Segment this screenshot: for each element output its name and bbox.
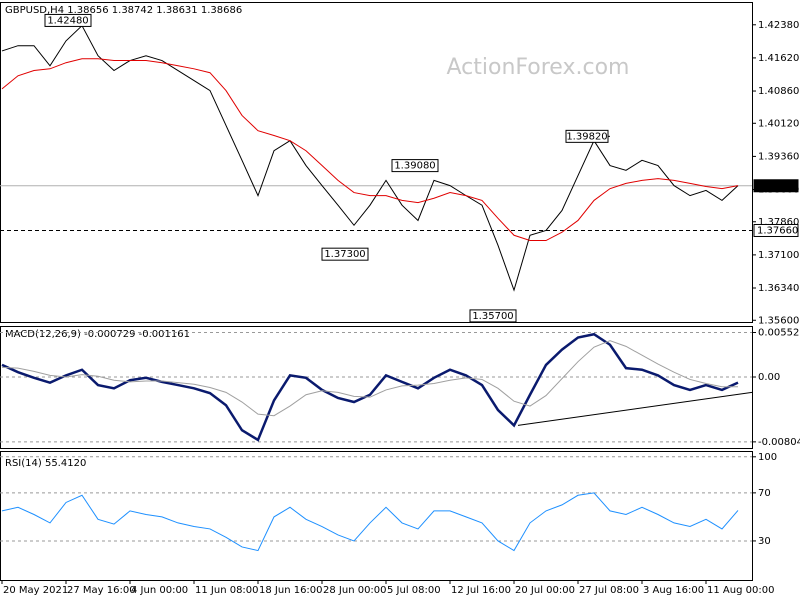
reference-label: 1.37660 [757, 225, 798, 236]
y-tick-label: 100 [758, 452, 777, 463]
chart-title: GBPUSD,H4 1.38656 1.38742 1.38631 1.3868… [5, 5, 242, 16]
x-tick-label: 20 May 2021 [3, 585, 68, 596]
annotation-label: 1.39080 [394, 161, 435, 172]
price-panel [0, 2, 753, 323]
x-tick-label: 28 Jun 00:00 [323, 585, 387, 596]
annotation-box [44, 13, 92, 27]
y-tick-label: 0.00 [758, 372, 780, 383]
annotation-label: 1.39820 [566, 131, 607, 142]
x-tick-label: 18 Jun 16:00 [259, 585, 323, 596]
annotation-label: 1.42480 [47, 15, 88, 26]
y-tick-label: 1.41620 [758, 53, 799, 64]
x-tick-label: 3 Aug 16:00 [643, 585, 704, 596]
x-tick-label: 4 Jun 00:00 [131, 585, 188, 596]
reference-label-box [753, 179, 799, 193]
y-tick-label: 70 [758, 488, 771, 499]
trendline [517, 391, 753, 426]
y-tick-label: 1.40120 [758, 118, 799, 129]
annotation-label: 1.37300 [324, 249, 365, 260]
series-line [1, 58, 739, 242]
x-tick-label: 27 Jul 08:00 [579, 585, 639, 596]
y-tick-label: 1.35600 [758, 315, 799, 326]
reference-label-box [753, 223, 799, 237]
x-tick-label: 27 May 16:00 [67, 585, 136, 596]
x-tick-label: 5 Jul 08:00 [387, 585, 441, 596]
series-line [1, 340, 738, 417]
x-tick-label: 11 Aug 00:00 [707, 585, 774, 596]
rsi-panel [0, 451, 753, 581]
annotation-box [469, 309, 517, 323]
y-tick-label: 1.39360 [758, 151, 799, 162]
rsi-title: RSI(14) 55.4120 [5, 458, 86, 469]
series-line [1, 332, 739, 442]
y-tick-label: 1.37100 [758, 250, 799, 261]
reference-label: 1.38686 [757, 181, 798, 192]
annotation-label: 1.35700 [472, 311, 513, 322]
macd-title: MACD(12,26,9) -0.000729 -0.001161 [5, 329, 190, 340]
y-tick-label: 30 [758, 536, 771, 547]
annotation-box [391, 159, 439, 173]
y-tick-label: 1.36340 [758, 283, 799, 294]
annotation-box [565, 129, 609, 143]
x-tick-label: 12 Jul 16:00 [451, 585, 511, 596]
y-tick-label: 1.42380 [758, 20, 799, 31]
x-tick-label: 11 Jun 08:00 [195, 585, 259, 596]
watermark: ActionForex.com [447, 55, 630, 80]
series-line [1, 24, 739, 292]
y-tick-label: -0.00804 [758, 437, 800, 448]
y-tick-label: 0.00552 [758, 327, 799, 338]
macd-panel [0, 326, 753, 449]
y-tick-label: 1.37860 [758, 217, 799, 228]
y-tick-label: 1.40860 [758, 86, 799, 97]
x-tick-label: 20 Jul 00:00 [515, 585, 575, 596]
annotation-box [321, 247, 369, 261]
series-line [1, 492, 739, 552]
